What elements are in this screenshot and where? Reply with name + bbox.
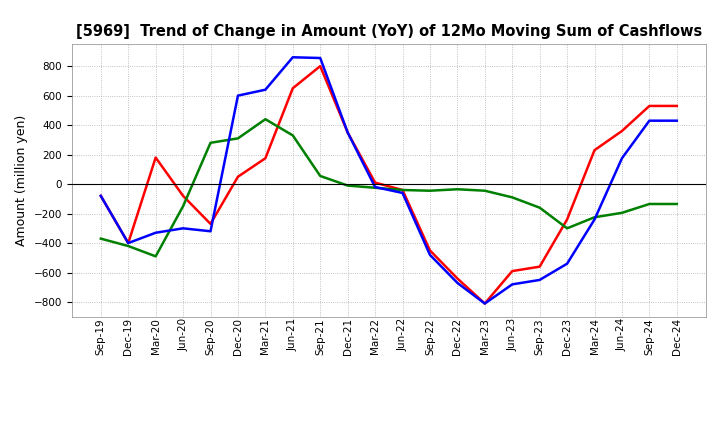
Operating Cashflow xyxy=(124,240,132,246)
Investing Cashflow xyxy=(261,117,270,122)
Investing Cashflow xyxy=(371,185,379,191)
Operating Cashflow xyxy=(536,264,544,269)
Operating Cashflow xyxy=(426,248,434,253)
Free Cashflow xyxy=(289,55,297,60)
Operating Cashflow xyxy=(289,86,297,91)
Investing Cashflow xyxy=(398,187,407,193)
Operating Cashflow xyxy=(508,268,516,274)
Operating Cashflow xyxy=(316,63,325,69)
Title: [5969]  Trend of Change in Amount (YoY) of 12Mo Moving Sum of Cashflows: [5969] Trend of Change in Amount (YoY) o… xyxy=(76,24,702,39)
Investing Cashflow xyxy=(563,226,572,231)
Investing Cashflow xyxy=(672,202,681,207)
Operating Cashflow xyxy=(371,180,379,185)
Free Cashflow xyxy=(343,130,352,135)
Free Cashflow xyxy=(536,277,544,282)
Free Cashflow xyxy=(206,229,215,234)
Operating Cashflow xyxy=(179,193,187,198)
Investing Cashflow xyxy=(645,202,654,207)
Operating Cashflow xyxy=(233,174,242,180)
Free Cashflow xyxy=(398,190,407,195)
Free Cashflow xyxy=(261,87,270,92)
Free Cashflow xyxy=(371,184,379,190)
Operating Cashflow xyxy=(453,276,462,281)
Investing Cashflow xyxy=(453,187,462,192)
Operating Cashflow xyxy=(672,103,681,109)
Operating Cashflow xyxy=(618,128,626,134)
Free Cashflow xyxy=(563,261,572,266)
Investing Cashflow xyxy=(96,236,105,241)
Free Cashflow xyxy=(508,282,516,287)
Operating Cashflow xyxy=(645,103,654,109)
Investing Cashflow xyxy=(124,243,132,249)
Free Cashflow xyxy=(453,280,462,286)
Free Cashflow xyxy=(480,301,489,306)
Operating Cashflow xyxy=(96,193,105,198)
Investing Cashflow xyxy=(343,183,352,188)
Free Cashflow xyxy=(151,230,160,235)
Investing Cashflow xyxy=(590,215,599,220)
Line: Investing Cashflow: Investing Cashflow xyxy=(101,119,677,257)
Operating Cashflow xyxy=(398,187,407,193)
Investing Cashflow xyxy=(151,254,160,259)
Line: Operating Cashflow: Operating Cashflow xyxy=(101,66,677,304)
Investing Cashflow xyxy=(618,210,626,216)
Operating Cashflow xyxy=(480,301,489,306)
Operating Cashflow xyxy=(206,221,215,227)
Legend: Operating Cashflow, Investing Cashflow, Free Cashflow: Operating Cashflow, Investing Cashflow, … xyxy=(145,438,633,440)
Free Cashflow xyxy=(590,217,599,222)
Free Cashflow xyxy=(124,240,132,246)
Free Cashflow xyxy=(179,226,187,231)
Y-axis label: Amount (million yen): Amount (million yen) xyxy=(15,115,28,246)
Operating Cashflow xyxy=(261,156,270,161)
Investing Cashflow xyxy=(289,133,297,138)
Investing Cashflow xyxy=(536,205,544,210)
Investing Cashflow xyxy=(508,195,516,200)
Operating Cashflow xyxy=(343,130,352,135)
Free Cashflow xyxy=(618,156,626,161)
Investing Cashflow xyxy=(179,204,187,209)
Operating Cashflow xyxy=(563,217,572,222)
Investing Cashflow xyxy=(233,136,242,141)
Line: Free Cashflow: Free Cashflow xyxy=(101,57,677,304)
Free Cashflow xyxy=(645,118,654,123)
Free Cashflow xyxy=(233,93,242,98)
Investing Cashflow xyxy=(426,188,434,193)
Free Cashflow xyxy=(672,118,681,123)
Free Cashflow xyxy=(316,55,325,61)
Investing Cashflow xyxy=(316,173,325,179)
Operating Cashflow xyxy=(151,155,160,160)
Investing Cashflow xyxy=(206,140,215,146)
Free Cashflow xyxy=(96,193,105,198)
Operating Cashflow xyxy=(590,147,599,153)
Free Cashflow xyxy=(426,252,434,257)
Investing Cashflow xyxy=(480,188,489,193)
